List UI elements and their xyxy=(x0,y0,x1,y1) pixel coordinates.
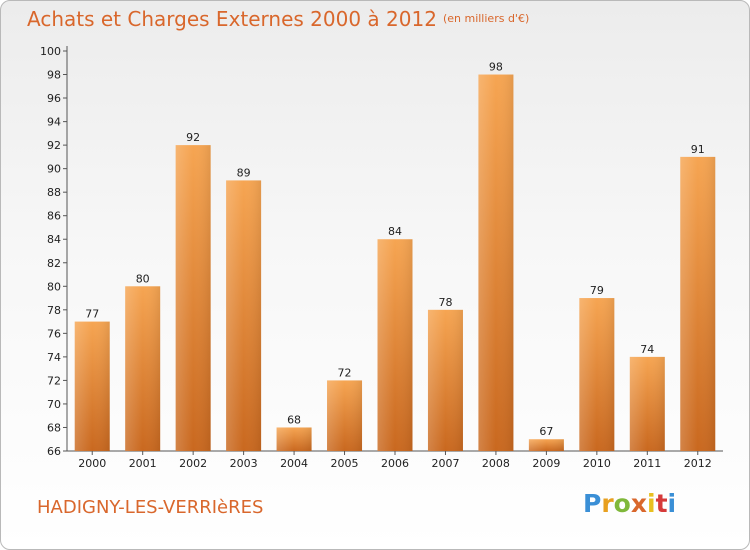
y-tick-label: 76 xyxy=(47,327,61,340)
x-tick-label: 2007 xyxy=(431,457,459,470)
y-axis: 66 68 70 72 74 76 78 80 82 84 86 88 90 92 94 96 98 100 xyxy=(40,45,68,458)
bar-shade xyxy=(528,439,564,451)
bar-value-label: 98 xyxy=(489,61,503,74)
y-tick-label: 78 xyxy=(47,304,61,317)
bars: 77 80 92 89 68 72 84 78 98 67 79 74 91 xyxy=(74,61,716,452)
x-tick-label: 2009 xyxy=(532,457,560,470)
logo-letter: r xyxy=(601,489,614,518)
y-tick-label: 86 xyxy=(47,210,61,223)
y-tick-label: 88 xyxy=(47,186,61,199)
x-tick-label: 2012 xyxy=(684,457,712,470)
y-tick-label: 72 xyxy=(47,374,61,387)
bar-shade xyxy=(125,286,161,451)
bar-value-label: 92 xyxy=(186,131,200,144)
y-tick-label: 96 xyxy=(47,92,61,105)
x-tick-label: 2004 xyxy=(280,457,308,470)
y-tick-label: 70 xyxy=(47,398,61,411)
bar-shade xyxy=(377,239,413,451)
y-tick-label: 74 xyxy=(47,351,61,364)
bar-value-label: 91 xyxy=(691,143,705,156)
bar-value-label: 89 xyxy=(237,166,251,179)
bar-shade xyxy=(427,309,463,451)
bar-value-label: 79 xyxy=(590,284,604,297)
x-tick-label: 2001 xyxy=(129,457,157,470)
chart-title: Achats et Charges Externes 2000 à 2012 (e… xyxy=(27,7,529,31)
bar-value-label: 78 xyxy=(438,296,452,309)
y-tick-label: 82 xyxy=(47,257,61,270)
x-tick-label: 2002 xyxy=(179,457,207,470)
bar-shade xyxy=(478,74,514,451)
proxiti-logo[interactable]: Proxiti xyxy=(583,489,676,518)
x-tick-label: 2006 xyxy=(381,457,409,470)
x-tick-label: 2008 xyxy=(482,457,510,470)
logo-letter: o xyxy=(613,489,631,518)
bar-shade xyxy=(74,321,110,451)
y-tick-label: 98 xyxy=(47,69,61,82)
bar-shade xyxy=(226,180,262,452)
logo-letter: P xyxy=(583,489,602,518)
y-tick-label: 66 xyxy=(47,445,61,458)
chart-subtitle: (en milliers d'€) xyxy=(442,12,530,25)
x-tick-label: 2005 xyxy=(331,457,359,470)
x-tick-label: 2003 xyxy=(230,457,258,470)
bar-value-label: 77 xyxy=(85,308,99,321)
y-tick-label: 92 xyxy=(47,139,61,152)
y-tick-label: 90 xyxy=(47,163,61,176)
bar-value-label: 80 xyxy=(136,272,150,285)
y-tick-label: 84 xyxy=(47,233,61,246)
bar-shade xyxy=(175,145,211,451)
chart-title-text: Achats et Charges Externes 2000 à 2012 xyxy=(27,7,437,31)
y-tick-label: 100 xyxy=(40,45,61,58)
logo-letter: i xyxy=(647,489,656,518)
bar-value-label: 67 xyxy=(539,425,553,438)
x-tick-label: 2000 xyxy=(78,457,106,470)
bar-shade xyxy=(579,298,615,451)
bar-value-label: 68 xyxy=(287,413,301,426)
bar-shade xyxy=(629,356,665,451)
logo-letter: i xyxy=(667,489,677,518)
bar-value-label: 72 xyxy=(338,366,352,379)
logo-letter: t xyxy=(655,489,668,518)
x-axis: 2000 2001 2002 2003 2004 2005 2006 2007 2008 2009… xyxy=(67,450,723,470)
bar-shade xyxy=(680,156,716,451)
y-tick-label: 94 xyxy=(47,116,61,129)
y-tick-label: 68 xyxy=(47,421,61,434)
bar-shade xyxy=(327,380,363,451)
x-tick-label: 2010 xyxy=(583,457,611,470)
commune-name: HADIGNY-LES-VERRIèRES xyxy=(37,497,264,518)
x-tick-label: 2011 xyxy=(633,457,661,470)
bar-shade xyxy=(276,427,312,451)
logo-letter: x xyxy=(630,489,647,518)
bar-value-label: 84 xyxy=(388,225,402,238)
y-tick-label: 80 xyxy=(47,280,61,293)
bar-value-label: 74 xyxy=(640,343,654,356)
